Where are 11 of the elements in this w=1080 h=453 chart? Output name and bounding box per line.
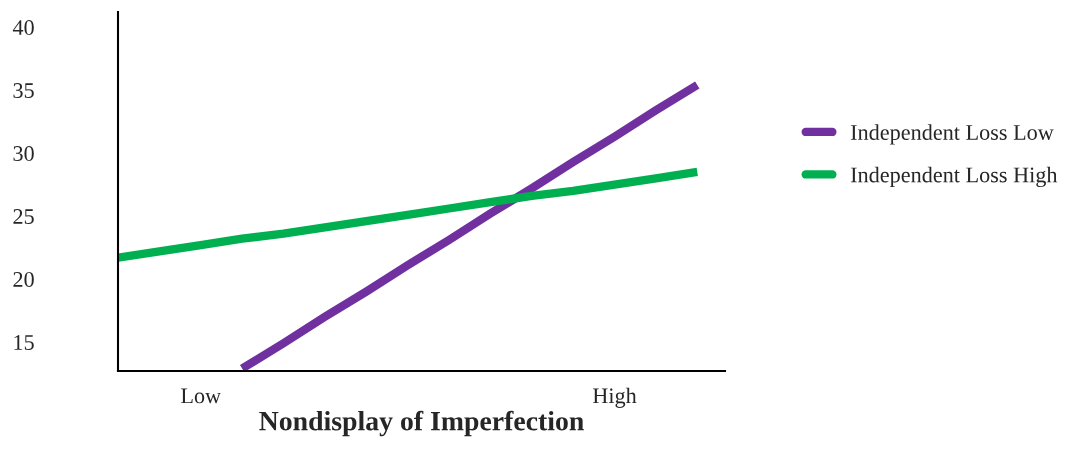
y-tick-label: 40 (12, 20, 34, 36)
y-tick-label: 35 (13, 83, 34, 99)
y-tick-label: 15 (14, 335, 34, 350)
y-tick-label: 25 (13, 209, 34, 224)
legend-label: Independent Loss High (850, 166, 1058, 188)
legend-label: Independent Loss Low (850, 124, 1054, 145)
x-tick-label: Low (181, 388, 222, 404)
y-tick-label: 30 (13, 146, 34, 162)
x-tick-label: High (592, 387, 637, 408)
x-axis-title: Nondisplay of Imperfection (259, 410, 584, 437)
y-tick-label: 20 (13, 271, 34, 287)
